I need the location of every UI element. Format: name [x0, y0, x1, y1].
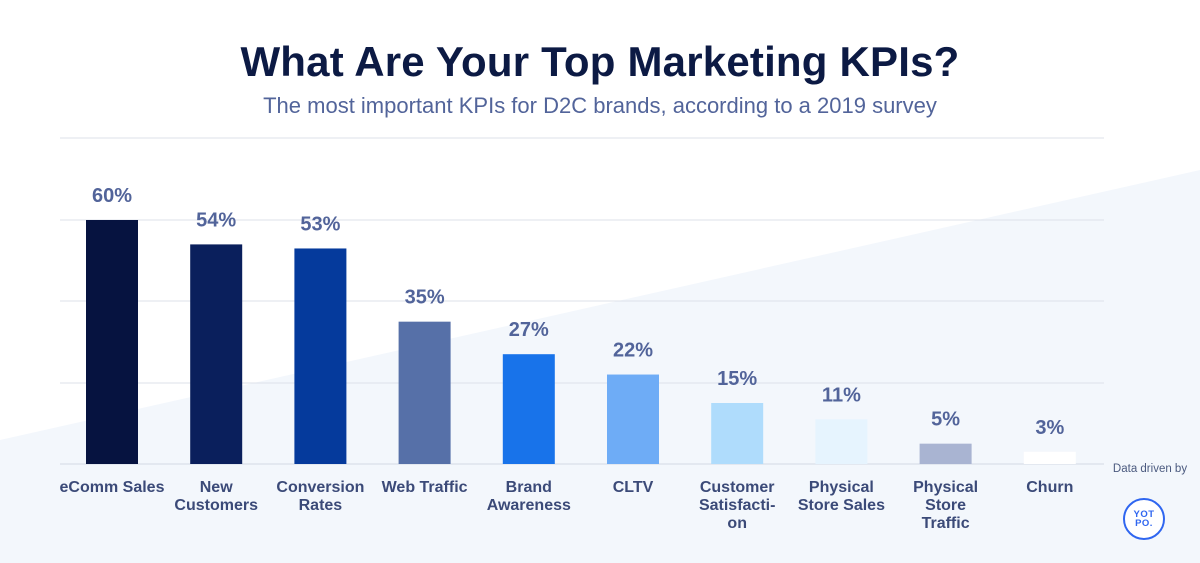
data-credit: Data driven by: [1112, 463, 1188, 475]
category-label: eComm Sales: [60, 479, 165, 496]
value-labels: 60% 54% 53% 35% 27% 22% 15% 11% 5% 3%: [92, 185, 1064, 439]
bar: [607, 374, 659, 464]
bar: [502, 354, 555, 464]
value-label: 3%: [1035, 417, 1064, 439]
bar: [815, 419, 868, 464]
yotpo-logo-text: YOTPO.: [1133, 509, 1155, 529]
category-label: Churn: [1026, 479, 1073, 496]
yotpo-logo[interactable]: YOTPO.: [1123, 498, 1165, 540]
bar: [919, 443, 972, 464]
category-label: Physical Store Traffic: [913, 479, 978, 532]
category-label: Physical Store Sales: [798, 479, 885, 514]
category-label: Conversion Rates: [276, 479, 364, 514]
bar: [190, 244, 243, 464]
bar: [294, 248, 347, 464]
value-label: 53%: [300, 213, 340, 235]
chart-subtitle: The most important KPIs for D2C brands, …: [263, 93, 937, 118]
bar: [398, 321, 451, 464]
category-label: Brand Awareness: [487, 479, 571, 514]
bar: [711, 403, 764, 464]
value-label: 27%: [509, 319, 549, 341]
bars: [86, 220, 1076, 464]
bar: [1023, 451, 1076, 464]
value-label: 15%: [717, 368, 757, 390]
value-label: 60%: [92, 185, 132, 207]
value-label: 35%: [405, 287, 445, 309]
category-label: CLTV: [613, 479, 654, 496]
value-label: 54%: [196, 209, 236, 231]
chart-title: What Are Your Top Marketing KPIs?: [240, 38, 960, 85]
category-label: New Customers: [174, 479, 258, 514]
bar: [86, 220, 138, 464]
category-label: Web Traffic: [382, 479, 468, 496]
category-labels: eComm Sales New Customers Conversion Rates We…: [60, 479, 1074, 532]
value-label: 22%: [613, 340, 653, 362]
value-label: 5%: [931, 409, 960, 431]
category-label: Customer Satisfacti-on: [699, 479, 775, 532]
value-label: 11%: [822, 384, 861, 406]
